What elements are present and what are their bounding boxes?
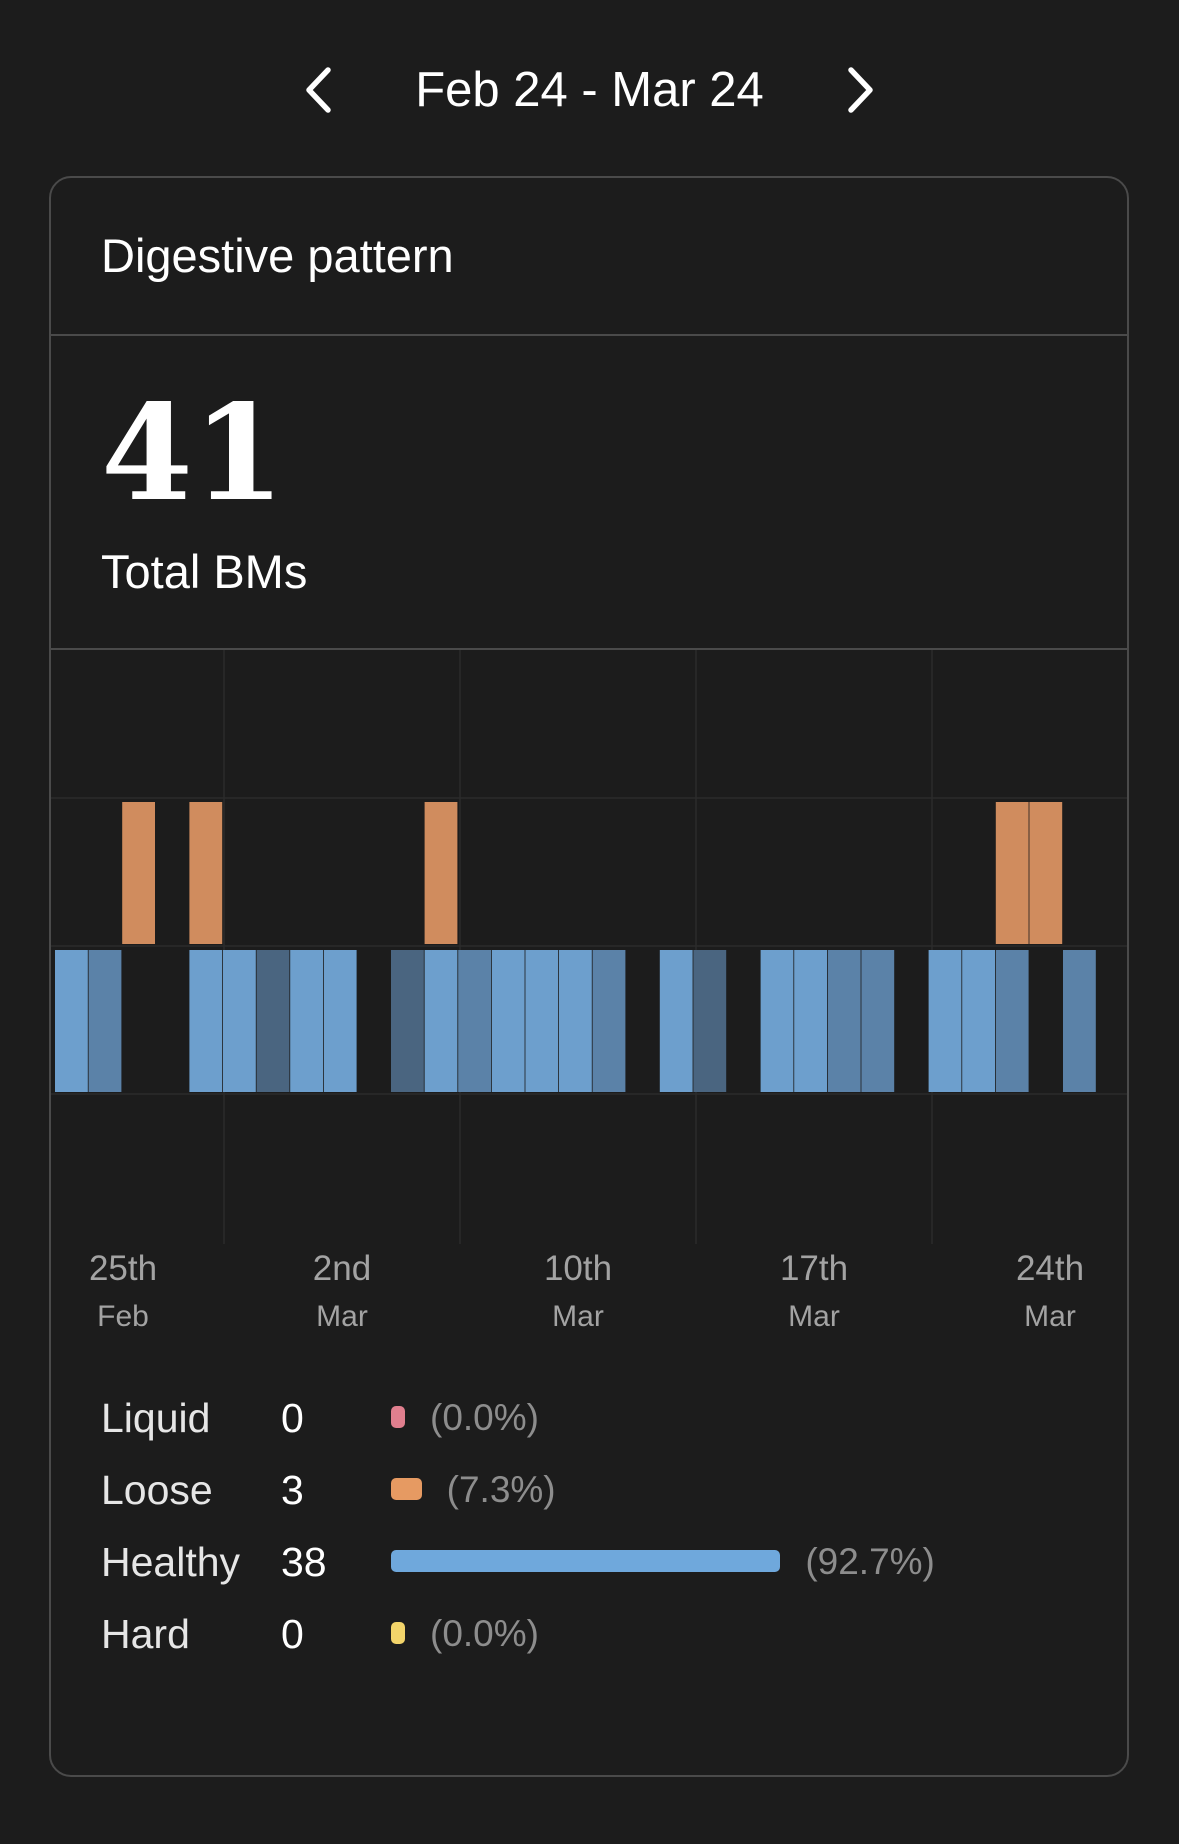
bar-healthy bbox=[525, 950, 559, 1092]
bar-healthy bbox=[256, 950, 290, 1092]
bar-healthy bbox=[1063, 950, 1096, 1092]
chart-grid bbox=[51, 650, 1127, 1244]
bar-healthy bbox=[424, 950, 458, 1092]
bar-healthy bbox=[88, 950, 122, 1092]
legend-count: 0 bbox=[281, 1395, 304, 1441]
legend-percentage: (92.7%) bbox=[805, 1541, 935, 1582]
bar-healthy bbox=[693, 950, 727, 1092]
date-navigator: Feb 24 - Mar 24 bbox=[0, 40, 1179, 140]
bar-loose bbox=[995, 802, 1029, 944]
x-tick-month: Mar bbox=[552, 1300, 604, 1333]
bar-healthy bbox=[659, 950, 693, 1092]
x-tick-day: 2nd bbox=[313, 1249, 371, 1288]
total-bm-label: Total BMs bbox=[101, 545, 308, 598]
bar-healthy bbox=[928, 950, 962, 1092]
legend-label: Loose bbox=[101, 1467, 213, 1513]
chart-x-ticks: 25th Feb 2nd Mar 10th Mar 17th Mar 24th Mar bbox=[89, 1249, 1084, 1333]
digestive-pattern-card: Digestive pattern 41 Total BMs 25th Feb 2n… bbox=[49, 176, 1129, 1777]
legend-count: 38 bbox=[281, 1539, 327, 1585]
legend-row-hard: Hard 0 (0.0%) bbox=[101, 1598, 1101, 1670]
card-title: Digestive pattern bbox=[101, 229, 454, 282]
legend-percentage: (0.0%) bbox=[430, 1613, 539, 1654]
bar-healthy bbox=[290, 950, 323, 1092]
bar-healthy bbox=[794, 950, 827, 1092]
bar-healthy bbox=[962, 950, 995, 1092]
legend-bar bbox=[391, 1478, 422, 1500]
bar-loose bbox=[1029, 802, 1063, 944]
x-tick-day: 25th bbox=[89, 1249, 157, 1288]
bar-loose bbox=[122, 802, 155, 944]
bar-healthy bbox=[55, 950, 88, 1092]
bar-healthy bbox=[592, 950, 626, 1092]
chart-bars bbox=[55, 802, 1096, 1092]
x-tick-month: Mar bbox=[1024, 1300, 1076, 1333]
bar-healthy bbox=[995, 950, 1029, 1092]
bar-healthy bbox=[760, 950, 794, 1092]
x-tick-month: Mar bbox=[316, 1300, 368, 1333]
bar-healthy bbox=[491, 950, 525, 1092]
x-tick-month: Mar bbox=[788, 1300, 840, 1333]
legend-bar bbox=[391, 1406, 405, 1428]
digestive-pattern-chart: 25th Feb 2nd Mar 10th Mar 17th Mar 24th Mar bbox=[51, 650, 1127, 1333]
next-period-button[interactable] bbox=[829, 60, 889, 120]
bar-healthy bbox=[323, 950, 357, 1092]
x-tick-day: 24th bbox=[1016, 1249, 1084, 1288]
legend-row-loose: Loose 3 (7.3%) bbox=[101, 1454, 1101, 1526]
stool-type-legend: Liquid 0 (0.0%) Loose 3 (7.3%) Healthy 3… bbox=[101, 1382, 1101, 1682]
bar-healthy bbox=[391, 950, 424, 1092]
bar-healthy bbox=[223, 950, 256, 1092]
legend-percentage: (7.3%) bbox=[446, 1469, 556, 1510]
x-tick-day: 17th bbox=[780, 1249, 848, 1288]
legend-row-healthy: Healthy 38 (92.7%) bbox=[101, 1526, 1101, 1598]
bar-healthy bbox=[861, 950, 895, 1092]
chevron-left-icon bbox=[306, 67, 331, 113]
date-range-label: Feb 24 - Mar 24 bbox=[415, 63, 764, 117]
legend-percentage: (0.0%) bbox=[430, 1397, 539, 1438]
bar-healthy bbox=[559, 950, 592, 1092]
legend-bar bbox=[391, 1550, 781, 1572]
x-tick-day: 10th bbox=[544, 1249, 612, 1288]
divider bbox=[51, 648, 1127, 650]
legend-count: 0 bbox=[281, 1611, 304, 1657]
bar-loose bbox=[424, 802, 458, 944]
bar-healthy bbox=[827, 950, 861, 1092]
legend-bar bbox=[391, 1622, 405, 1644]
legend-count: 3 bbox=[281, 1467, 304, 1513]
total-bm-count: 41 bbox=[101, 376, 285, 531]
legend-label: Liquid bbox=[101, 1395, 211, 1441]
legend-label: Healthy bbox=[101, 1539, 241, 1585]
bar-healthy bbox=[458, 950, 491, 1092]
previous-period-button[interactable] bbox=[290, 60, 350, 120]
bar-loose bbox=[189, 802, 223, 944]
divider bbox=[51, 334, 1127, 336]
chevron-right-icon bbox=[848, 67, 873, 113]
x-tick-month: Feb bbox=[97, 1300, 149, 1333]
bar-healthy bbox=[189, 950, 223, 1092]
legend-row-liquid: Liquid 0 (0.0%) bbox=[101, 1382, 1101, 1454]
legend-label: Hard bbox=[101, 1611, 190, 1657]
